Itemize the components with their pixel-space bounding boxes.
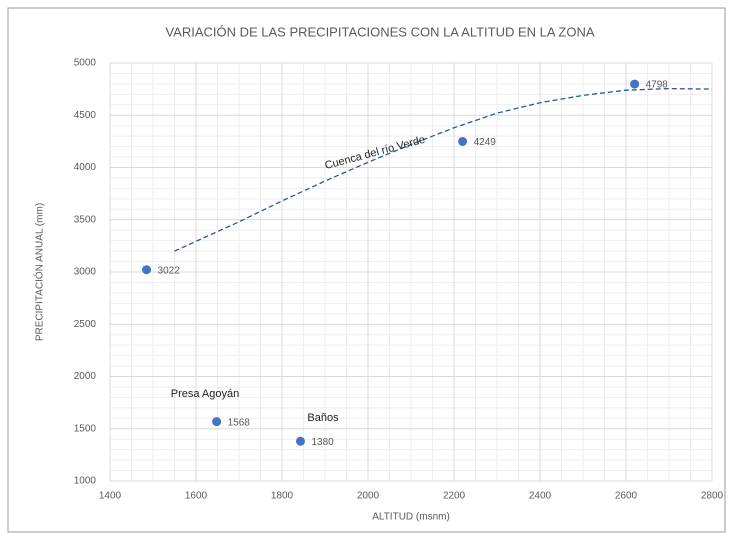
y-axis-label: PRECIPITACIÓN ANUAL (mm) [33,203,46,341]
y-tick-label: 3000 [74,267,97,278]
x-tick-label: 1400 [99,491,122,502]
trend-line [174,87,713,252]
data-label: 4249 [474,137,497,148]
point [458,136,468,146]
x-tick-label: 2200 [443,491,466,502]
y-tick-label: 4500 [74,110,97,121]
y-tick-label: 5000 [74,58,97,69]
y-tick-label: 1000 [74,476,97,487]
x-tick-label: 2000 [357,491,380,502]
y-tick-label: 2000 [74,371,97,382]
data-label: 1568 [228,417,251,428]
point [630,79,640,89]
frame [7,7,726,533]
x-axis-label: ALTITUD (msnm) [372,512,450,523]
point [212,417,222,427]
point [142,265,152,275]
y-tick-label: 1500 [74,423,97,434]
x-tick-label: 2400 [529,491,552,502]
y-tick-label: 2500 [74,319,97,330]
x-tick-label: 2800 [701,491,724,502]
x-tick-label: 2600 [615,491,638,502]
annotation: Baños [307,412,339,424]
data-label: 3022 [158,265,181,276]
data-label: 4798 [646,80,669,91]
x-tick-label: 1800 [271,491,294,502]
annotation: Presa Agoyán [171,388,240,400]
data-label: 1380 [311,437,334,448]
y-tick-label: 3500 [74,214,97,225]
point [295,436,305,446]
x-tick-label: 1600 [185,491,208,502]
chart-title: VARIACIÓN DE LAS PRECIPITACIONES CON LA … [165,24,594,39]
y-tick-label: 4000 [74,162,97,173]
